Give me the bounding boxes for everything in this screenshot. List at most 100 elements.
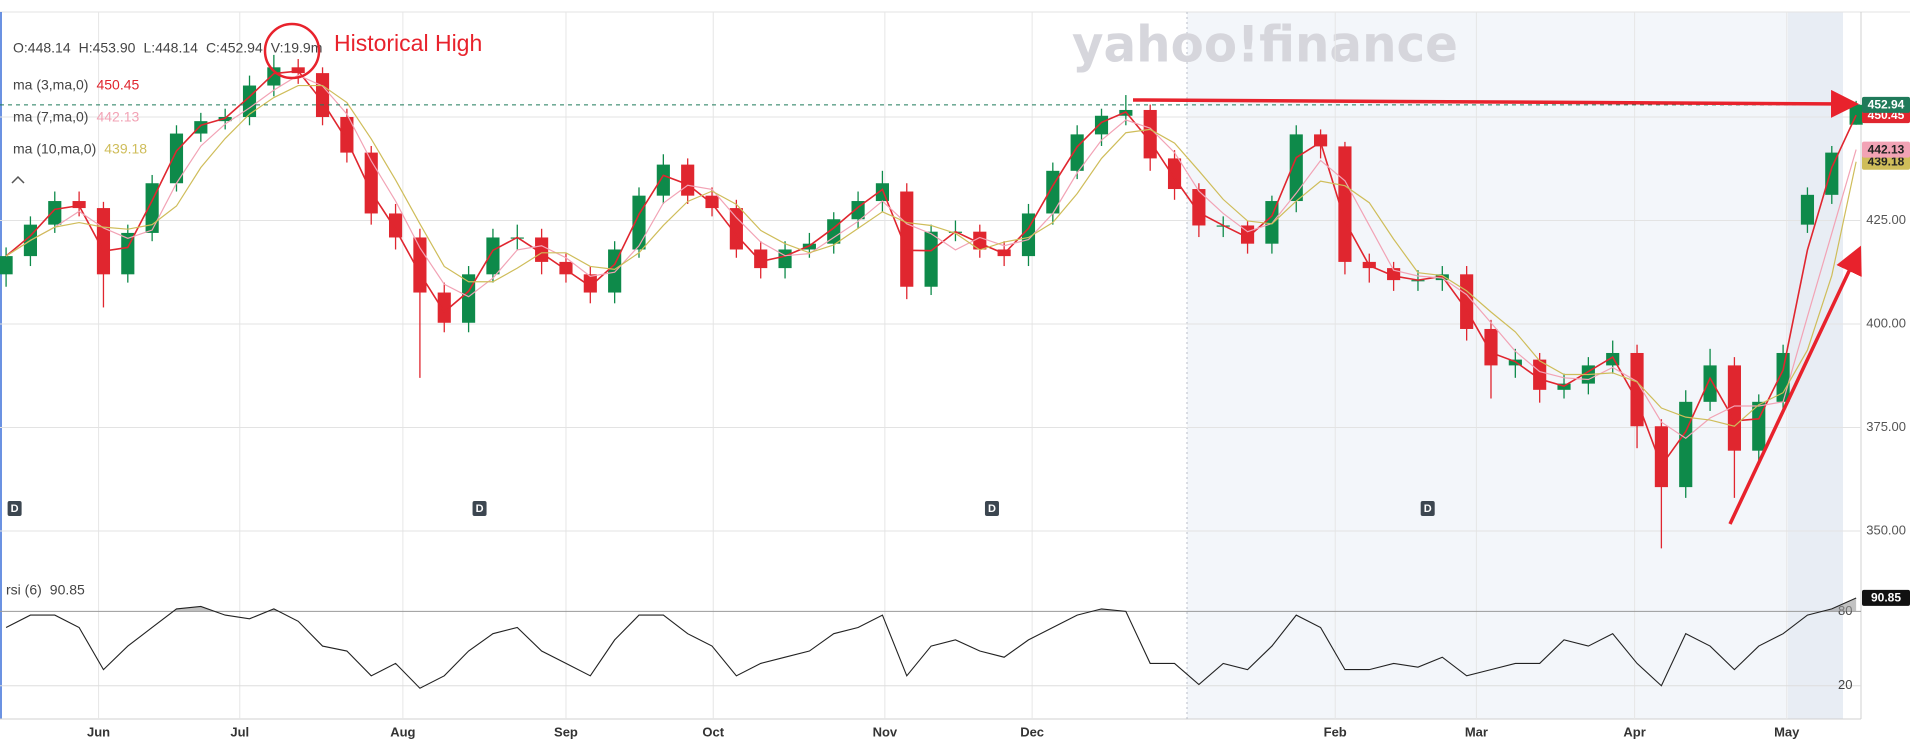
event-label: D	[1424, 503, 1432, 515]
candle-body	[1484, 328, 1498, 366]
x-tick-label: Dec	[1020, 724, 1044, 739]
ohlcv-label: H:453.90	[79, 40, 136, 56]
legend-name: ma (3,ma,0)	[13, 77, 88, 93]
candle-body	[1654, 426, 1668, 488]
arrow-trend	[1728, 245, 1862, 525]
candle-body	[1338, 146, 1352, 262]
ohlcv-label: V:19.9m	[271, 40, 323, 56]
collapse-icon[interactable]	[11, 175, 25, 184]
x-tick-label: Oct	[702, 724, 724, 739]
candle-body	[486, 237, 500, 275]
x-tick-label: Aug	[390, 724, 415, 739]
rsi-value: 90.85	[50, 582, 85, 598]
legend-name: ma (10,ma,0)	[13, 141, 96, 157]
ohlcv-label: C:452.94	[206, 40, 263, 56]
price-tag-label: 90.85	[1871, 591, 1901, 605]
legend-value: 442.13	[96, 109, 139, 125]
event-label: D	[11, 503, 19, 515]
x-tick-label: Apr	[1623, 724, 1645, 739]
candle-body	[900, 191, 914, 287]
x-tick-label: Mar	[1465, 724, 1488, 739]
highlight-circle	[263, 22, 321, 80]
candle-body	[1849, 104, 1863, 125]
candle-body	[96, 208, 111, 275]
ma-line	[5, 70, 1857, 468]
x-tick-label: Feb	[1324, 724, 1347, 739]
candle-body	[267, 67, 281, 86]
ma-line	[5, 84, 1857, 427]
price-tag-label: 439.18	[1868, 154, 1905, 168]
rsi-tick-label: 20	[1838, 677, 1852, 692]
candle-body	[194, 121, 208, 134]
candle-body	[48, 201, 62, 225]
candle-body	[924, 231, 938, 287]
candle-body	[169, 133, 184, 184]
rsi-line	[5, 597, 1857, 689]
plot-area: Jun Jul Aug Sep Oct Nov Dec Feb Mar Apr May 350.00 3…	[0, 12, 1910, 739]
y-tick-label: 375.00	[1866, 419, 1906, 434]
watermark: yahoo!finance	[1072, 16, 1458, 74]
price-tag	[1862, 96, 1910, 113]
candle-body	[1752, 401, 1766, 451]
x-tick-label: Nov	[873, 724, 898, 739]
ohlcv-label: L:448.14	[143, 40, 198, 56]
candle-body	[121, 232, 135, 275]
x-tick-label: Jul	[230, 724, 249, 739]
event-marker	[7, 501, 22, 516]
price-tag-label: 442.13	[1868, 142, 1905, 156]
candle-body	[1094, 115, 1109, 135]
legend-name: ma (7,ma,0)	[13, 109, 88, 125]
annotations: Historical High	[11, 22, 1862, 525]
event-marker	[472, 501, 487, 516]
candle-body	[656, 164, 670, 196]
arrow-level	[1132, 89, 1859, 118]
x-tick-label: Sep	[554, 724, 578, 739]
ma-line	[5, 74, 1857, 440]
ohlcv-label: O:448.14	[13, 40, 71, 56]
candle-body	[1070, 134, 1084, 171]
candle-body	[0, 256, 13, 275]
x-tick-label: May	[1774, 724, 1800, 739]
candle-body	[72, 201, 86, 209]
legend-value: 450.45	[96, 77, 139, 93]
candle-body	[608, 249, 622, 293]
candle-body	[681, 164, 695, 196]
price-tag	[1862, 153, 1910, 170]
y-tick-label: 400.00	[1866, 315, 1906, 330]
candle-body	[388, 213, 403, 238]
event-marker	[984, 501, 999, 516]
candle-body	[1825, 152, 1839, 195]
candle-body	[1460, 274, 1474, 329]
annotation-text: Historical High	[334, 30, 482, 56]
event-marker	[1420, 501, 1435, 516]
candle-body	[1679, 401, 1693, 488]
price-tag	[1862, 589, 1910, 606]
watermark-layer: yahoo!finance	[1072, 16, 1458, 74]
session-shade-recent	[1788, 12, 1843, 719]
candle-body	[754, 249, 768, 269]
candle-body	[1727, 365, 1741, 451]
y-tick-label: 350.00	[1866, 522, 1906, 537]
rsi-name: rsi (6)	[6, 582, 42, 598]
candle-body	[1703, 365, 1717, 402]
x-tick-label: Jun	[87, 724, 110, 739]
candle-body	[1289, 134, 1303, 202]
event-label: D	[476, 503, 484, 515]
candle-body	[291, 67, 305, 74]
candle-body	[778, 249, 792, 269]
candle-body	[437, 292, 451, 323]
candle-body	[1800, 194, 1815, 225]
event-label: D	[988, 503, 996, 515]
candle-body	[1533, 359, 1547, 390]
price-tag	[1862, 141, 1910, 158]
candle-body	[1143, 109, 1157, 159]
candle-body	[340, 117, 354, 153]
price-tag-label: 452.94	[1868, 98, 1905, 112]
candle-body	[705, 195, 719, 209]
y-tick-label: 425.00	[1866, 212, 1906, 227]
candle-body	[1167, 158, 1182, 190]
candle-body	[1192, 189, 1206, 226]
candle-body	[1265, 201, 1279, 244]
